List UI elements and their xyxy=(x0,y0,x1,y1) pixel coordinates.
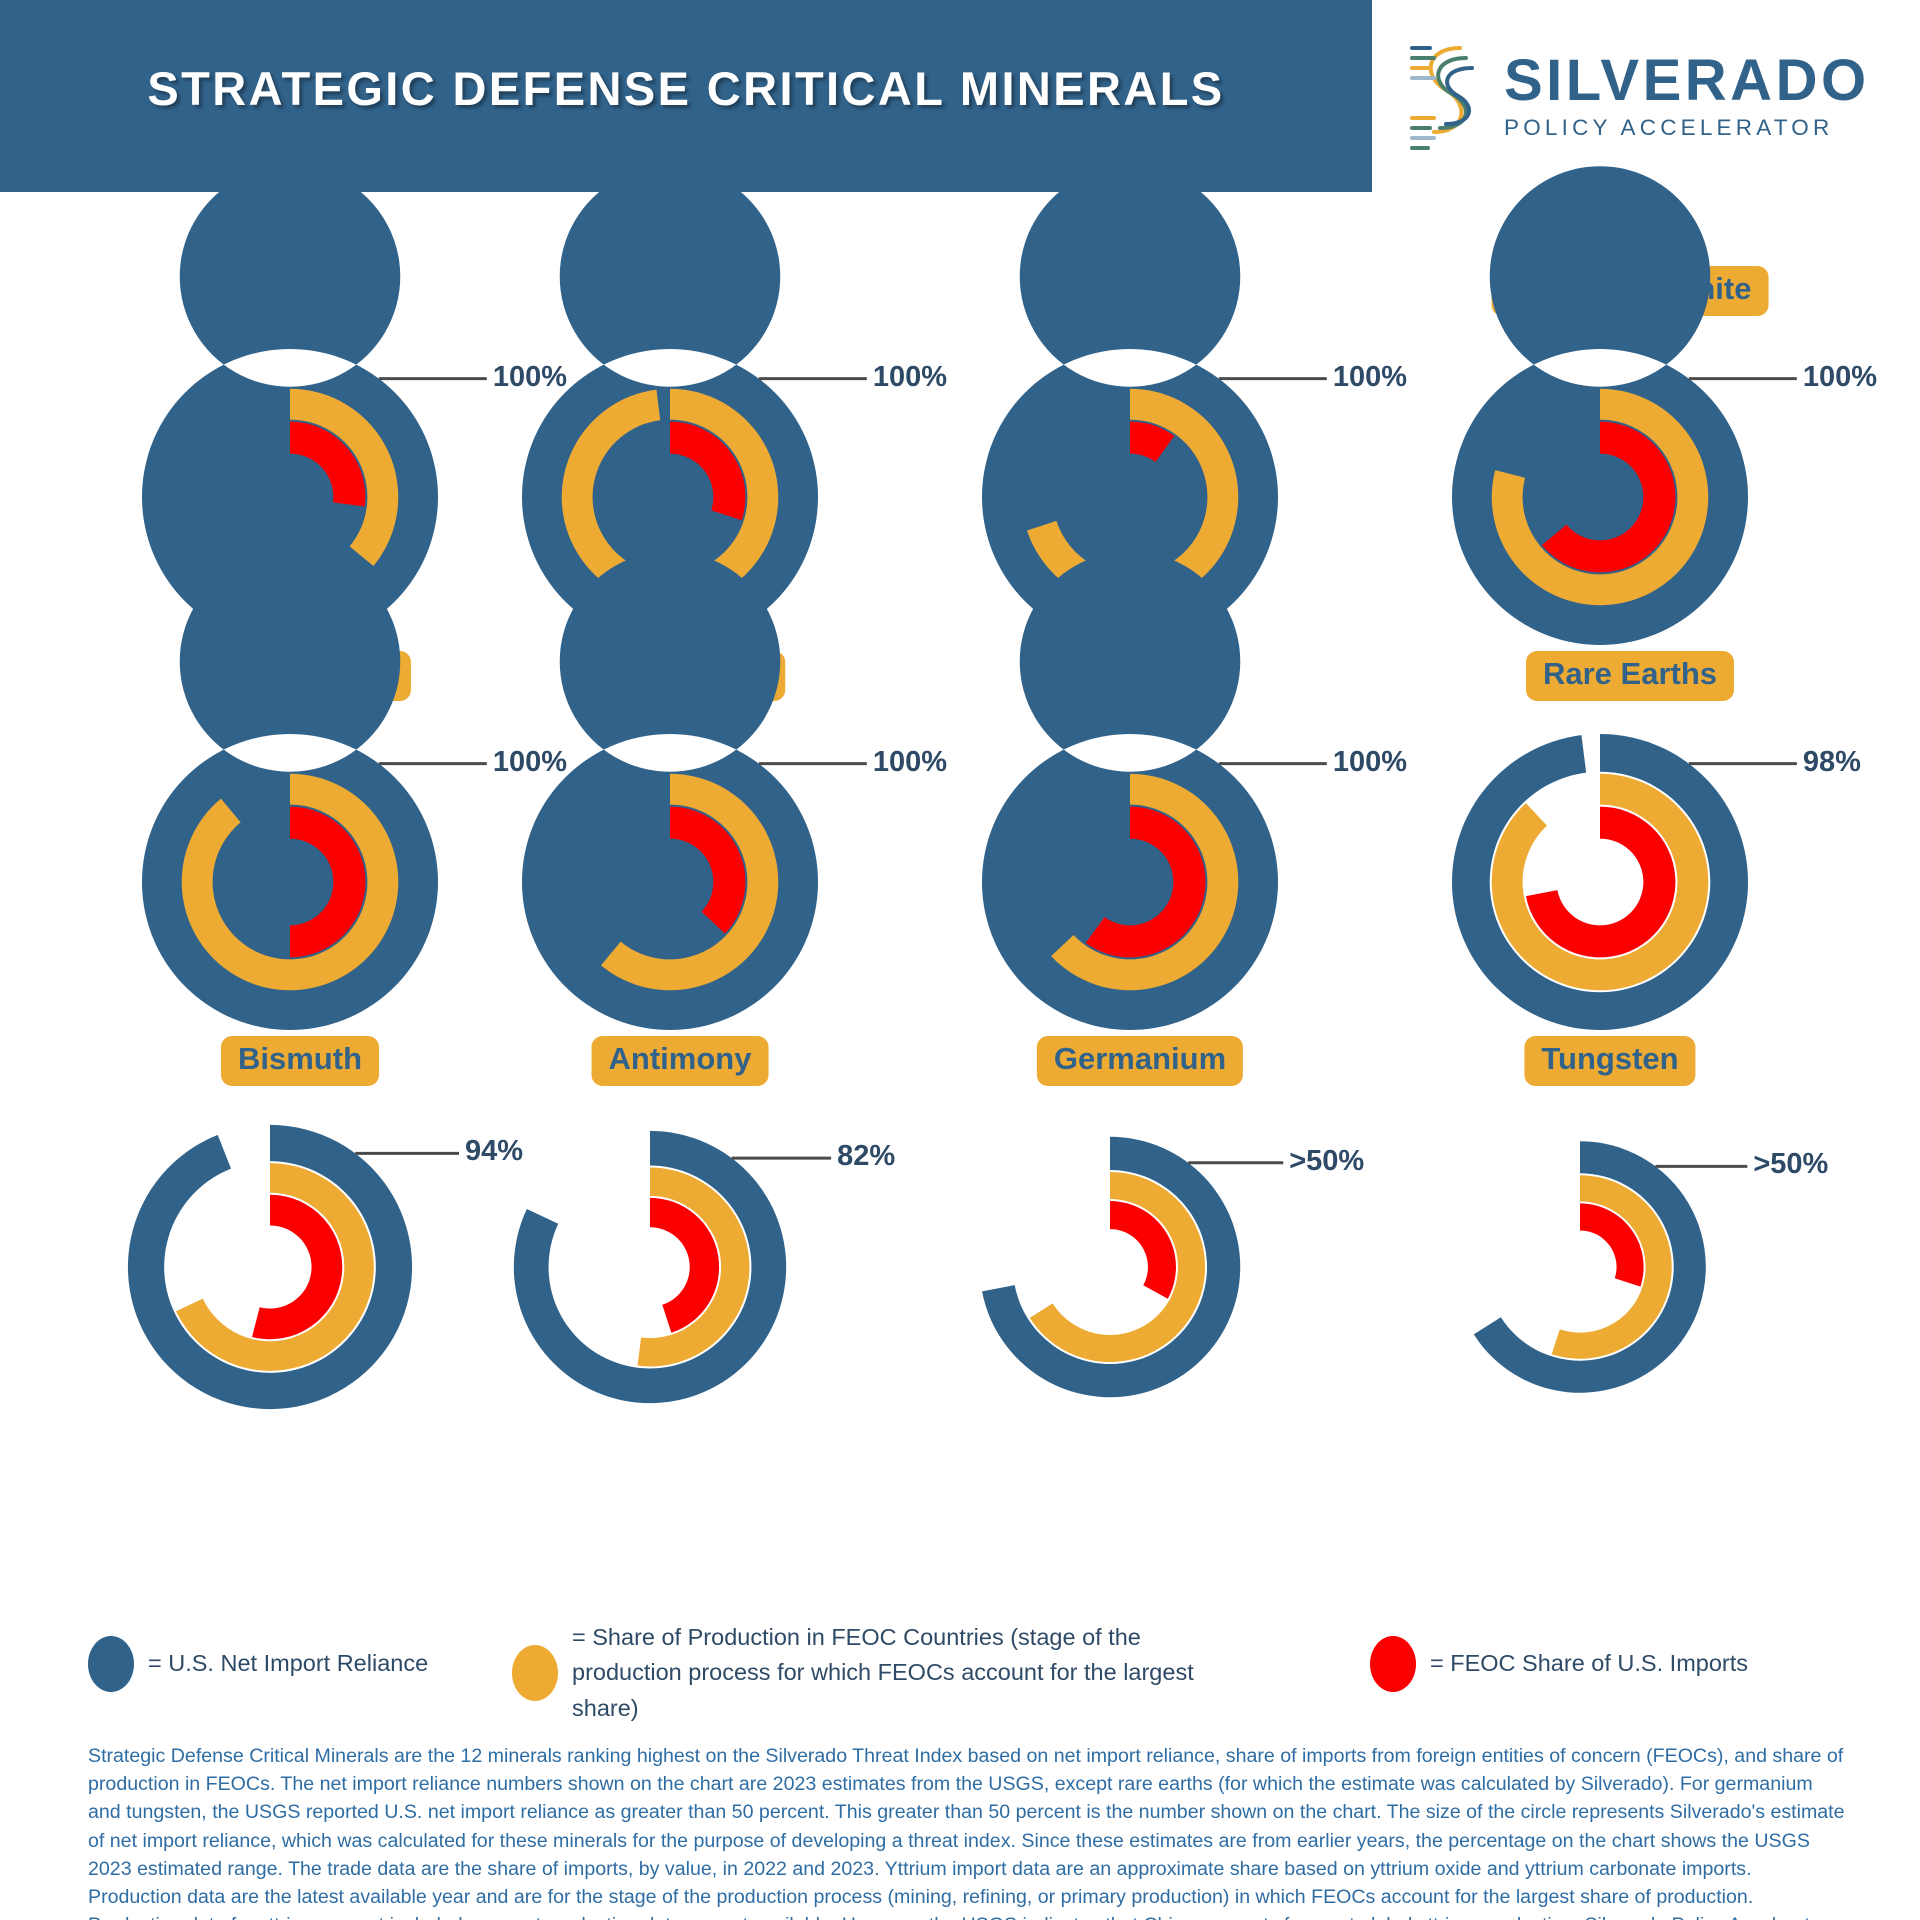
donut-chart xyxy=(900,1092,1380,1512)
ring-feoc-production xyxy=(600,773,779,991)
percent-label: 100% xyxy=(872,745,947,778)
mineral-card: Tantalum100% xyxy=(460,551,947,1127)
legend-item: = FEOC Share of U.S. Imports xyxy=(1370,1636,1800,1692)
legend-label: = Share of Production in FEOC Countries … xyxy=(572,1624,1194,1721)
legend-label: = U.S. Net Import Reliance xyxy=(148,1650,429,1677)
ring-feoc-imports xyxy=(1110,1201,1176,1299)
mineral-card: Bismuth 94% xyxy=(60,1030,540,1510)
ring-feoc-production xyxy=(1551,1175,1672,1359)
ring-feoc-production xyxy=(637,1167,750,1367)
donut-chart xyxy=(1390,166,1870,742)
page-title: Strategic Defense Critical Minerals xyxy=(147,61,1225,115)
legend-swatch-blue xyxy=(88,1636,134,1692)
percent-label: 94% xyxy=(464,1135,523,1168)
ring-feoc-imports xyxy=(1130,421,1175,462)
percent-label: 100% xyxy=(1332,360,1407,393)
mineral-name-pill: Tungsten xyxy=(1524,1036,1696,1086)
legend-label: = FEOC Share of U.S. Imports xyxy=(1430,1650,1749,1677)
ring-feoc-imports xyxy=(670,806,746,934)
legend-item: = Share of Production in FEOC Countries … xyxy=(512,1620,1252,1726)
header-bar: Strategic Defense Critical Minerals xyxy=(0,0,1372,192)
ring-feoc-production xyxy=(1029,1171,1206,1363)
legend: = U.S. Net Import Reliance = Share of Pro… xyxy=(0,1620,1920,1730)
donut-chart xyxy=(80,166,560,742)
donut-chart xyxy=(460,166,940,742)
ring-feoc-imports xyxy=(252,1194,343,1340)
legend-swatch-gold xyxy=(512,1644,558,1701)
ring-feoc-imports xyxy=(670,421,746,521)
footnote-text: Strategic Defense Critical Minerals are … xyxy=(88,1745,1845,1920)
logo-tagline: POLICY ACCELERATOR xyxy=(1504,114,1834,140)
logo-wordmark: SILVERADO xyxy=(1504,48,1870,114)
legend-swatch-red xyxy=(1370,1636,1416,1692)
mineral-card: Natural Graphite100% xyxy=(1390,166,1877,742)
mineral-card: Scandium100% xyxy=(80,551,567,1127)
ring-feoc-production xyxy=(1491,773,1709,991)
mineral-card: Indium100% xyxy=(920,166,1407,742)
mineral-card: Arsenic100% xyxy=(80,166,567,742)
percent-label: >50% xyxy=(1289,1144,1365,1177)
mineral-card: Rare Earths 98% xyxy=(1390,645,1870,1125)
ring-feoc-imports xyxy=(1525,806,1676,958)
percent-label: 82% xyxy=(837,1140,896,1173)
mineral-card: Germanium >50% xyxy=(900,1030,1380,1510)
percent-label: 100% xyxy=(1802,360,1877,393)
mineral-name-pill: Antimony xyxy=(591,1036,769,1086)
mineral-card: Tungsten >50% xyxy=(1370,1030,1850,1510)
mineral-name-pill: Rare Earths xyxy=(1525,651,1735,701)
percent-label: 98% xyxy=(1802,745,1861,778)
percent-label: 100% xyxy=(872,360,947,393)
mineral-chart-grid: Arsenic100%Gallium100%Indium100%Natural … xyxy=(0,166,1920,1612)
ring-feoc-imports xyxy=(1580,1203,1644,1287)
donut-chart xyxy=(460,551,940,1127)
ring-feoc-imports xyxy=(650,1197,720,1333)
ring-feoc-imports xyxy=(1085,806,1206,958)
mineral-name-pill: Germanium xyxy=(1036,1036,1244,1086)
donut-chart xyxy=(80,551,560,1127)
ring-feoc-imports xyxy=(1541,421,1676,573)
ring-import-reliance xyxy=(1451,166,1748,646)
percent-label: 100% xyxy=(492,360,567,393)
percent-label: >50% xyxy=(1753,1148,1829,1181)
mineral-card: Gallium100% xyxy=(460,166,947,742)
legend-item: = U.S. Net Import Reliance xyxy=(88,1636,468,1692)
ring-feoc-imports xyxy=(290,421,366,507)
percent-label: 100% xyxy=(1332,745,1407,778)
donut-chart xyxy=(920,551,1400,1127)
ring-feoc-production xyxy=(1051,773,1239,991)
silverado-mark-icon xyxy=(1410,46,1474,150)
mineral-name-pill: Bismuth xyxy=(221,1036,379,1086)
donut-chart xyxy=(60,1092,540,1512)
donut-chart xyxy=(920,166,1400,742)
percent-label: 100% xyxy=(492,745,567,778)
donut-chart xyxy=(1390,707,1870,1127)
ring-feoc-production xyxy=(1027,388,1239,606)
ring-feoc-imports xyxy=(290,806,366,958)
silverado-logo: SILVERADO POLICY ACCELERATOR xyxy=(1400,22,1900,172)
mineral-card: Yttrium100% xyxy=(920,551,1407,1127)
donut-chart xyxy=(1370,1092,1850,1512)
donut-chart xyxy=(440,1092,920,1512)
ring-feoc-production xyxy=(176,1163,374,1371)
ring-feoc-production xyxy=(290,388,399,567)
mineral-card: Antimony 82% xyxy=(440,1030,920,1510)
